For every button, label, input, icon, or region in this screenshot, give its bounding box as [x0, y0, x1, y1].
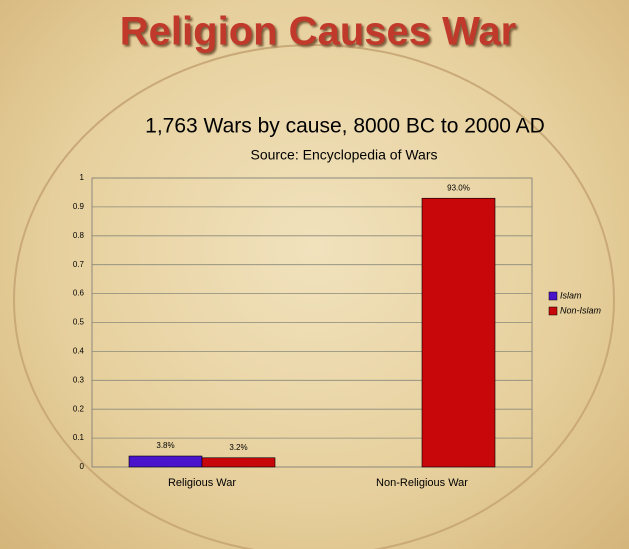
y-tick-label: 0	[80, 462, 85, 471]
y-tick-label: 0.9	[73, 202, 85, 211]
decor-ellipse	[13, 44, 615, 549]
value-label: 93.0%	[447, 183, 470, 192]
bar	[201, 457, 276, 468]
y-tick-label: 0.5	[73, 318, 85, 327]
y-tick-label: 0.2	[73, 404, 85, 413]
legend-swatch	[548, 306, 558, 316]
y-tick-label: 0.3	[73, 375, 85, 384]
x-tick-label: Religious War	[168, 477, 236, 489]
legend-label: Islam	[560, 290, 582, 300]
value-label: 3.2%	[229, 443, 247, 452]
legend-label: Non-Islam	[560, 305, 602, 315]
chart-subtitle: Source: Encyclopedia of Wars	[250, 147, 437, 163]
value-label: 3.8%	[156, 441, 174, 450]
legend-swatch	[548, 291, 558, 301]
y-tick-label: 0.8	[73, 231, 85, 240]
slide-title: Religion Causes War	[120, 10, 516, 54]
y-tick-label: 0.1	[73, 433, 85, 442]
y-tick-label: 0.4	[73, 347, 85, 356]
x-tick-label: Non-Religious War	[376, 477, 468, 489]
y-tick-label: 1	[80, 173, 85, 182]
y-tick-label: 0.6	[73, 289, 85, 298]
bar	[128, 455, 203, 468]
bar	[421, 197, 496, 468]
chart-title: 1,763 Wars by cause, 8000 BC to 2000 AD	[145, 115, 545, 138]
y-tick-label: 0.7	[73, 260, 85, 269]
